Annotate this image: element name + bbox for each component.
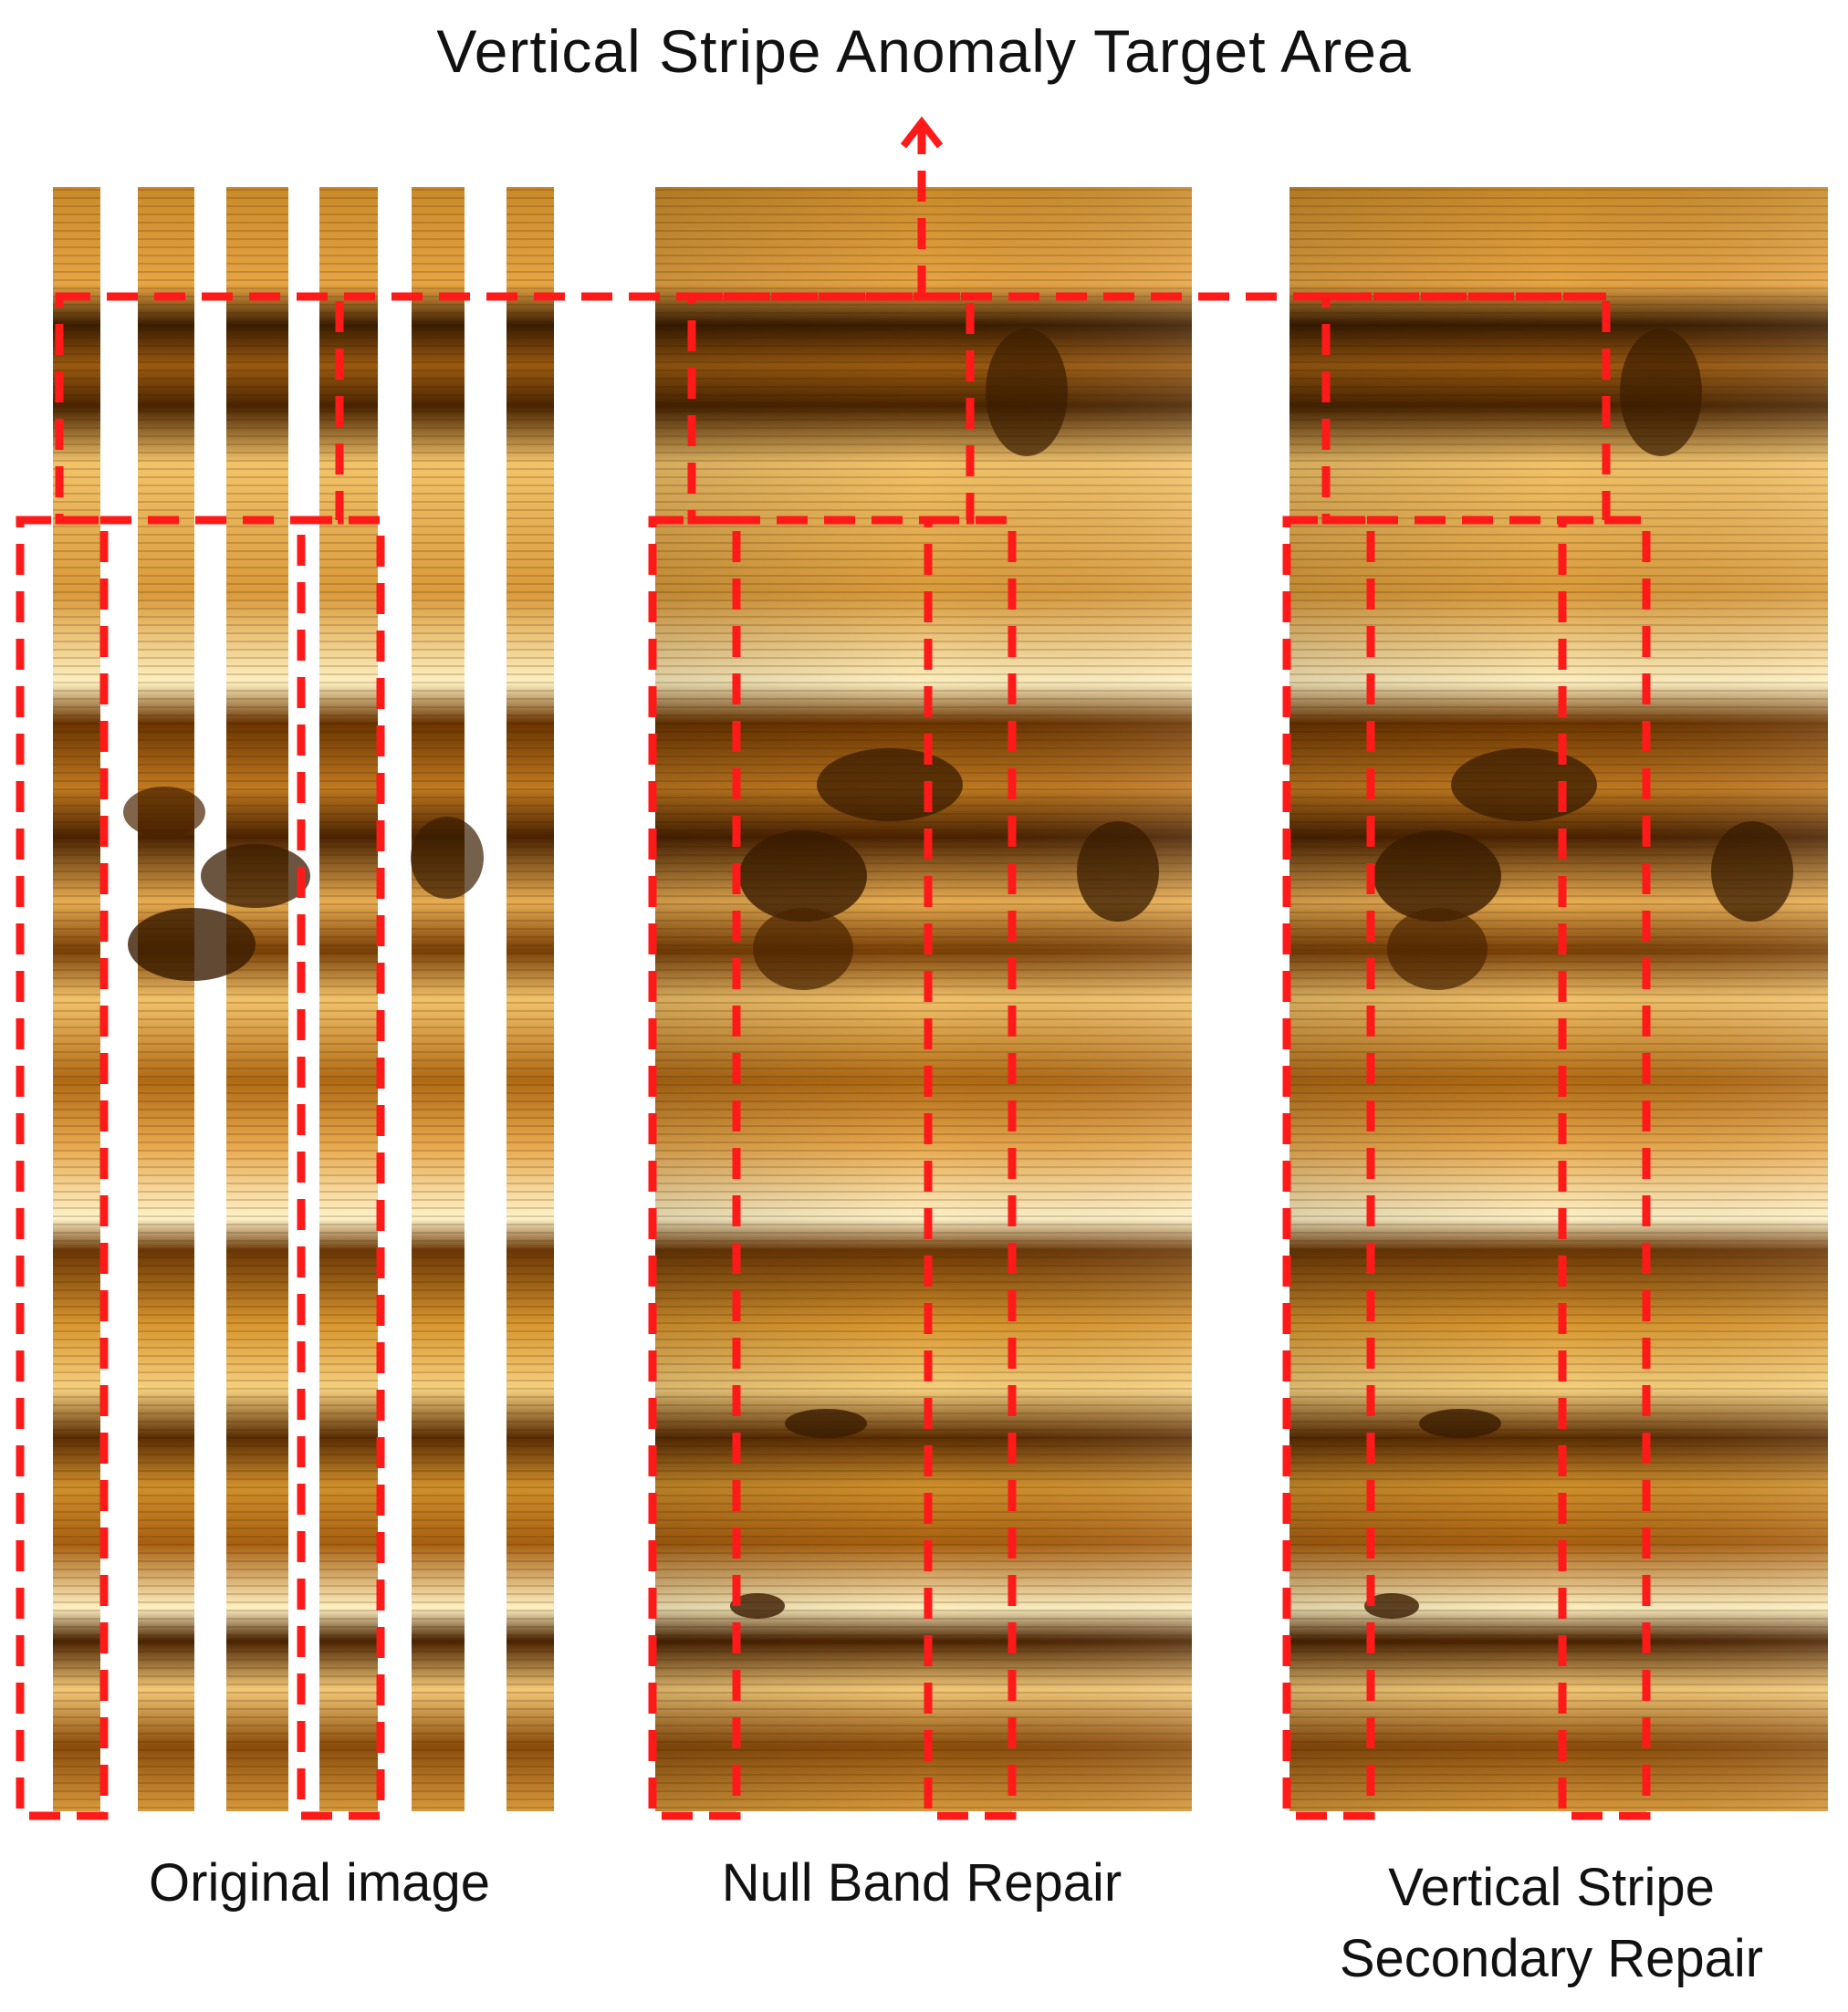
frame-null-1 xyxy=(648,516,741,1820)
upper-frame-null xyxy=(687,292,975,525)
frame-vertical-1 xyxy=(1282,516,1375,1820)
arrow-head xyxy=(900,116,944,149)
null-band-repair-panel xyxy=(655,187,1192,1811)
frame-null-2 xyxy=(924,516,1017,1820)
caption-original-image: Original image xyxy=(149,1853,490,1913)
left-frame-original-1 xyxy=(16,516,109,1820)
figure-title: Vertical Stripe Anomaly Target Area xyxy=(436,17,1412,85)
frame-vertical-2 xyxy=(1558,516,1651,1820)
original-image-strips xyxy=(53,187,554,1811)
left-frame-original-2 xyxy=(297,516,385,1820)
caption-vertical-line1: Vertical Stripe xyxy=(1388,1858,1715,1917)
caption-vertical-stripe-repair: Vertical Stripe Secondary Repair xyxy=(1259,1852,1843,1995)
upper-frame-vertical xyxy=(1321,292,1611,525)
upper-frame-original xyxy=(55,292,344,525)
anomaly-target-markers xyxy=(16,128,1651,1820)
caption-null-band-repair: Null Band Repair xyxy=(721,1853,1122,1913)
caption-vertical-line2: Secondary Repair xyxy=(1339,1929,1764,1988)
